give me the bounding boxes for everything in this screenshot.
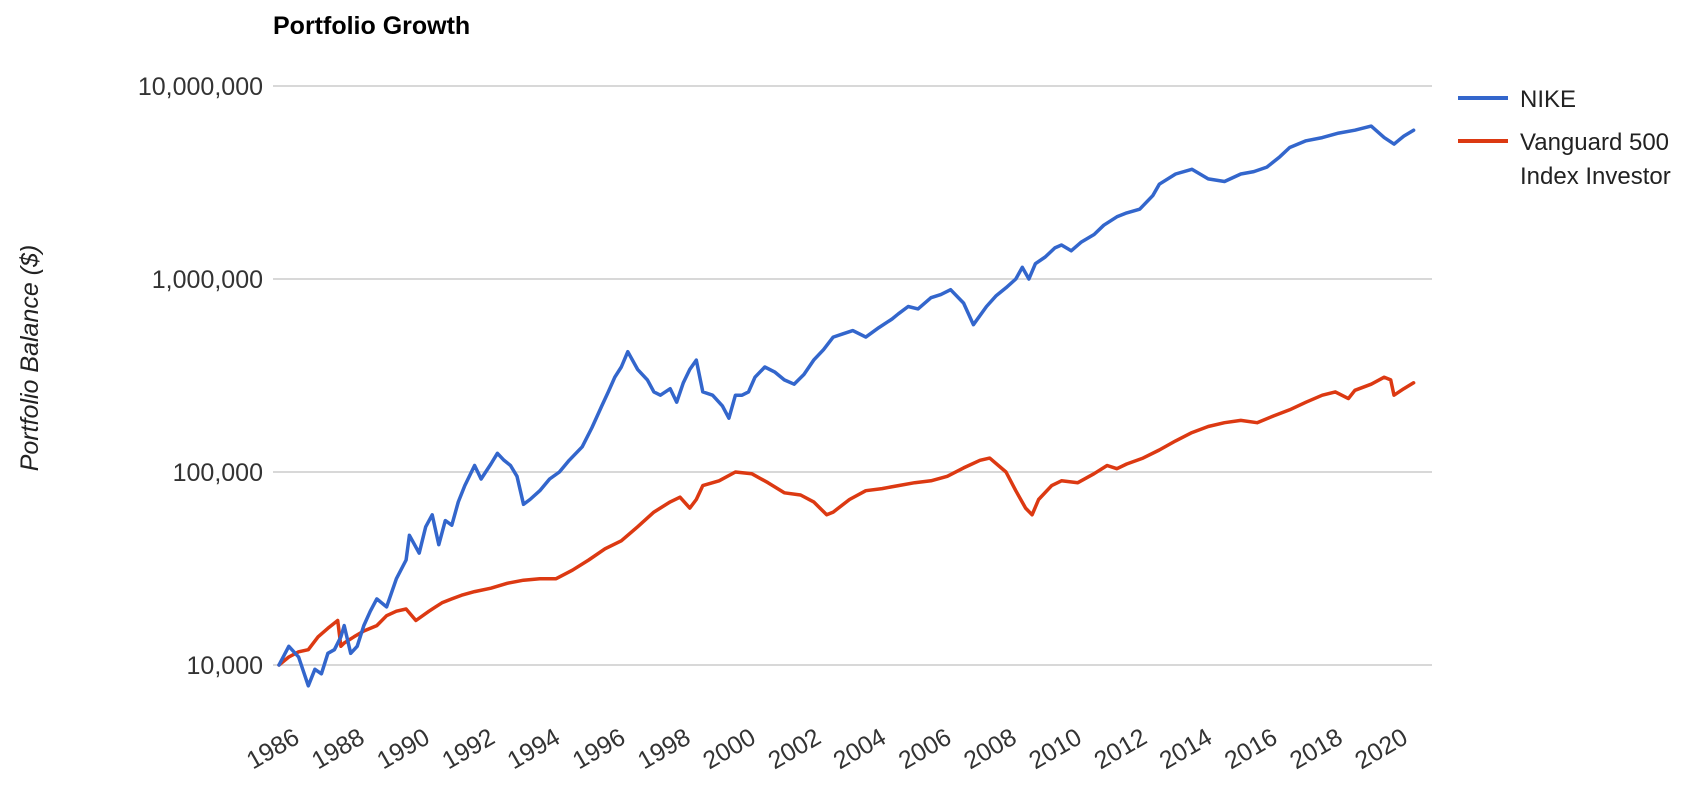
x-tick-label: 1992	[437, 723, 499, 775]
x-tick-label: 1986	[242, 723, 304, 775]
legend: NIKE Vanguard 500 Index Investor	[1458, 86, 1671, 190]
x-tick-label: 2010	[1024, 723, 1086, 775]
x-tick-label: 2012	[1089, 723, 1151, 775]
y-tick-label: 10,000,000	[138, 73, 263, 101]
x-tick-label: 2014	[1155, 723, 1217, 775]
y-axis-ticks: 10,000 100,000 1,000,000 10,000,000	[138, 73, 263, 680]
x-tick-label: 2008	[959, 723, 1021, 775]
x-tick-label: 2020	[1350, 723, 1412, 775]
x-tick-label: 2006	[894, 723, 956, 775]
legend-label-vanguard: Vanguard 500	[1520, 129, 1669, 156]
legend-label-vanguard: Index Investor	[1520, 163, 1671, 190]
x-tick-label: 2016	[1220, 723, 1282, 775]
x-tick-label: 1988	[307, 723, 369, 775]
x-tick-label: 2004	[829, 723, 891, 775]
series-lines	[277, 124, 1416, 688]
y-tick-label: 100,000	[173, 459, 263, 487]
x-tick-label: 2000	[698, 723, 760, 775]
y-tick-label: 1,000,000	[152, 266, 263, 294]
x-tick-label: 2018	[1285, 723, 1347, 775]
series-line-vanguard	[277, 375, 1416, 667]
y-axis-label: Portfolio Balance ($)	[16, 245, 44, 472]
y-tick-label: 10,000	[187, 652, 263, 680]
x-tick-label: 1994	[503, 723, 565, 775]
x-axis-ticks: 1986 1988 1990 1992 1994 1996 1998 2000 2002 2004…	[242, 723, 1413, 775]
legend-label-nike: NIKE	[1520, 86, 1576, 113]
series-line-nike	[277, 124, 1416, 688]
x-tick-label: 1998	[633, 723, 695, 775]
chart-title: Portfolio Growth	[273, 12, 470, 40]
x-tick-label: 1990	[372, 723, 434, 775]
gridlines	[273, 85, 1432, 666]
x-tick-label: 2002	[763, 723, 825, 775]
x-tick-label: 1996	[568, 723, 630, 775]
